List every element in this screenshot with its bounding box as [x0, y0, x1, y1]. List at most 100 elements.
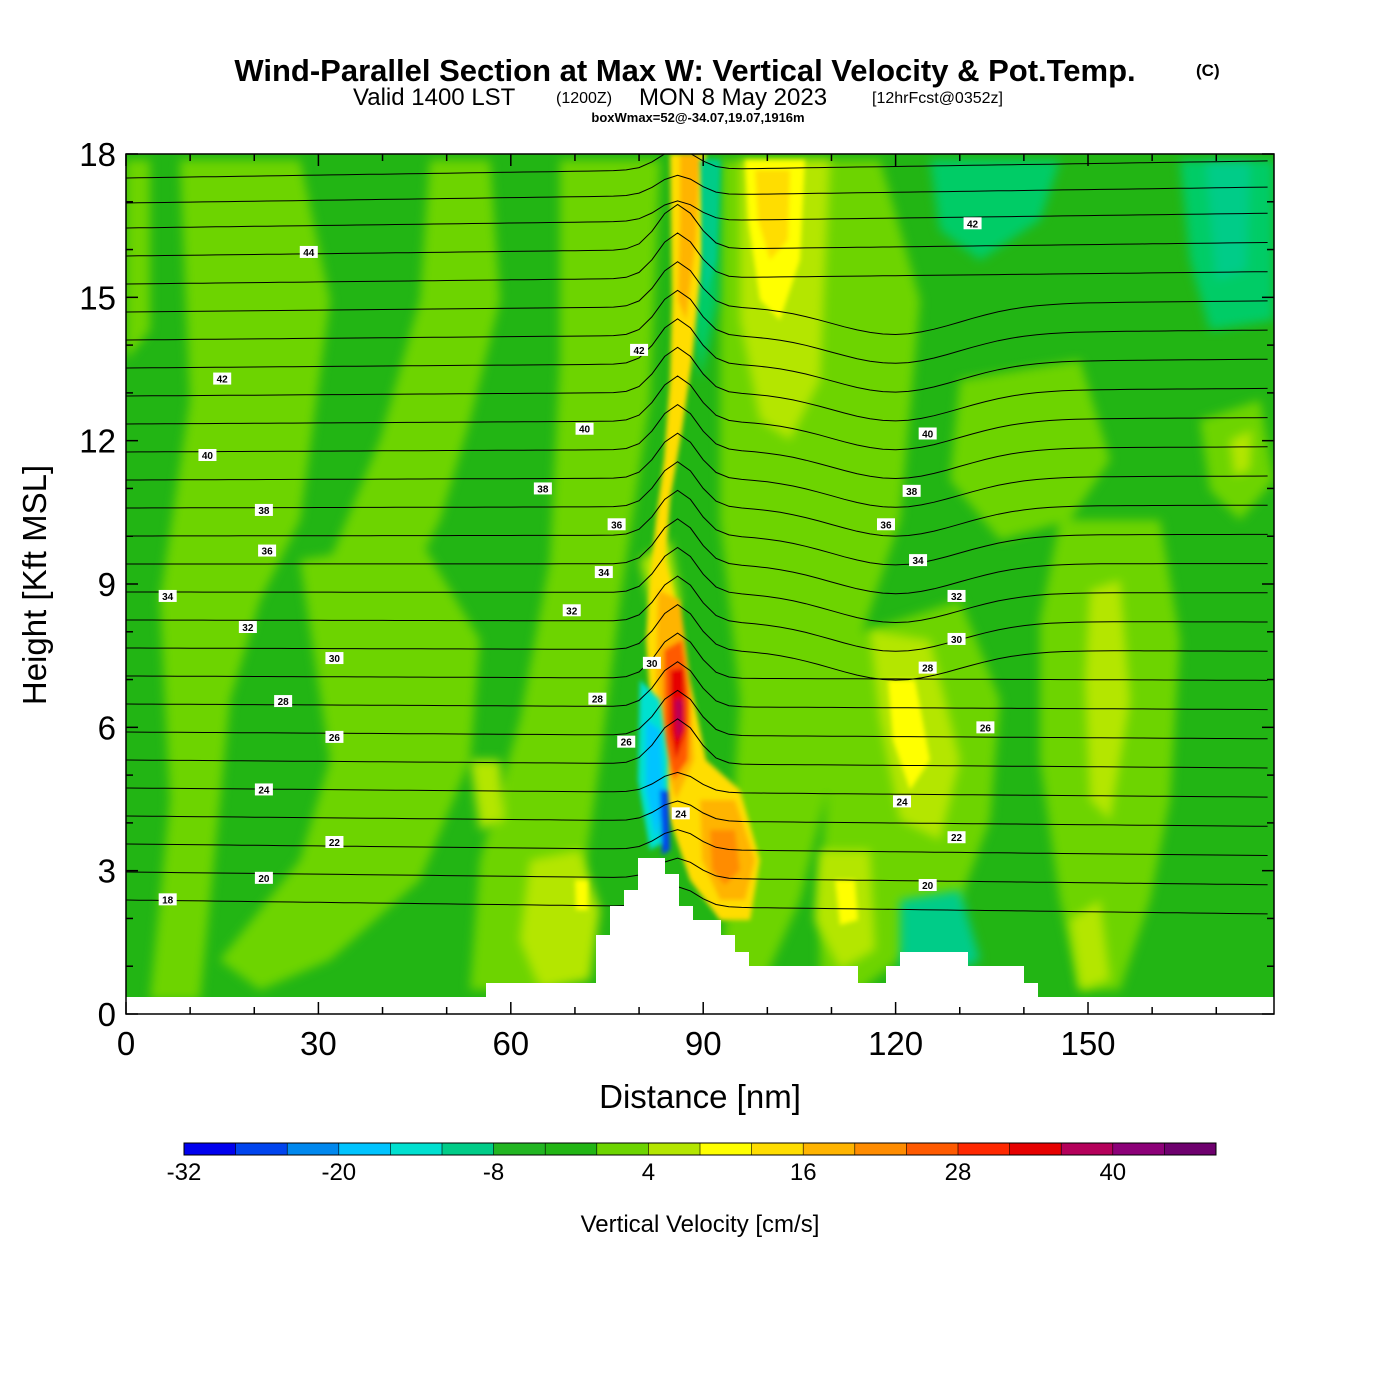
isentrope-line — [126, 200, 1268, 229]
contour-label: 28 — [278, 697, 290, 708]
colorbar-label: Vertical Velocity [cm/s] — [581, 1211, 820, 1238]
colorbar-swatch — [906, 1143, 959, 1155]
contour-label: 22 — [951, 833, 963, 844]
y-tick-label: 18 — [79, 136, 116, 173]
isentrope-line — [126, 661, 1268, 711]
contour-label: 32 — [951, 592, 963, 603]
isentrope-line — [126, 689, 1268, 740]
contour-label-bg — [947, 632, 966, 645]
contour-label-bg — [213, 372, 232, 385]
contour-label: 38 — [258, 506, 270, 517]
contour-label-bg — [325, 652, 344, 665]
contour-label-bg — [299, 245, 318, 258]
updraft-region-yellowgreen — [470, 760, 505, 830]
contour-label: 28 — [922, 664, 934, 675]
y-axis-label: Height [Kft MSL] — [16, 465, 53, 705]
contour-label-bg — [325, 730, 344, 743]
y-tick-label: 6 — [98, 709, 116, 746]
contour-label-bg — [671, 807, 690, 820]
contour-label-bg — [902, 484, 921, 497]
contour-label-bg — [617, 735, 636, 748]
colorbar-swatch — [338, 1143, 391, 1155]
updraft-region-light — [950, 360, 1110, 540]
main-updraft-plume-core — [678, 154, 700, 320]
updraft-region-yellowgreen — [1070, 900, 1110, 990]
contour-label: 24 — [258, 785, 270, 796]
x-tick-label: 60 — [492, 1025, 529, 1062]
x-tick-label: 30 — [300, 1025, 337, 1062]
isentrope-line — [126, 857, 1268, 886]
colorbar-tick-label: 40 — [1099, 1159, 1126, 1186]
x-tick-label: 120 — [868, 1025, 923, 1062]
box-info: boxWmax=52@-34.07,19.07,1916m — [591, 110, 804, 125]
isentrope-line — [126, 603, 1268, 681]
isentrope-line — [126, 261, 1268, 336]
x-tick-label: 90 — [685, 1025, 722, 1062]
contour-label: 34 — [912, 556, 924, 567]
colorbar-swatch — [596, 1143, 649, 1155]
contour-label: 28 — [592, 695, 604, 706]
contour-label-bg — [562, 604, 581, 617]
updraft-region-light — [126, 160, 150, 360]
contour-label-bg — [274, 695, 293, 708]
contour-label-bg — [238, 621, 257, 633]
isentrope-line — [126, 632, 1268, 681]
isentrope-line — [126, 718, 1268, 769]
contour-label: 40 — [579, 425, 591, 436]
contour-label: 42 — [634, 346, 646, 357]
isentrope-line — [126, 800, 1268, 827]
contour-label-bg — [258, 544, 277, 557]
isentrope-line — [126, 518, 1268, 595]
contour-label-bg — [158, 893, 177, 906]
colorbar-tick-label: 28 — [945, 1159, 972, 1186]
contour-label-bg — [254, 503, 273, 516]
colorbar-swatch — [1112, 1143, 1165, 1155]
utc-time: (1200Z) — [556, 90, 612, 107]
y-tick-label: 12 — [79, 423, 116, 460]
x-tick-label: 150 — [1060, 1025, 1115, 1062]
contour-label: 40 — [922, 430, 934, 441]
y-tick-label: 9 — [98, 566, 116, 603]
contour-label-bg — [909, 554, 928, 567]
contour-label-bg — [607, 518, 626, 531]
terrain — [126, 858, 1274, 1014]
isentrope-line — [126, 318, 1268, 393]
y-tick-label: 0 — [98, 996, 116, 1033]
colorbar-tick-label: 4 — [642, 1159, 655, 1186]
colorbar-tick-label: 16 — [790, 1159, 817, 1186]
contour-label-bg — [963, 217, 982, 230]
updraft-region-yellowgreen — [1230, 430, 1252, 476]
contour-label: 26 — [980, 723, 992, 734]
colorbar-swatch — [493, 1143, 546, 1155]
colorbar-swatch — [958, 1143, 1011, 1155]
contour-label: 30 — [646, 659, 658, 670]
isentrope-line — [126, 771, 1268, 798]
colorbar-swatch — [390, 1143, 443, 1155]
colorbar-tick-label: -20 — [321, 1159, 356, 1186]
contour-label: 24 — [896, 797, 908, 808]
isentrope-line — [126, 289, 1268, 364]
isentrope-line — [126, 346, 1268, 422]
contour-label-bg — [630, 343, 649, 356]
contour-label-bg — [198, 449, 217, 461]
contour-label-bg — [325, 836, 344, 848]
colorbar-swatch — [648, 1143, 701, 1155]
contour-label: 32 — [566, 606, 578, 617]
contour-label-bg — [594, 566, 613, 579]
isentrope-line — [126, 432, 1268, 508]
colorbar-swatch — [545, 1143, 598, 1155]
contour-label: 30 — [329, 654, 341, 665]
contour-label: 38 — [537, 484, 549, 495]
contour-labels: 44 42 42 42 40 40 40 38 38 38 36 36 36 34 34 34 32 32 32 30… — [158, 217, 995, 906]
copyright-mark: (C) — [1196, 61, 1220, 80]
downdraft-region — [930, 160, 1060, 260]
low-level-updraft-core — [710, 830, 740, 885]
chart-title: Wind-Parallel Section at Max W: Vertical… — [234, 53, 1135, 88]
isentrope-line — [126, 829, 1268, 856]
contour-label: 30 — [951, 635, 963, 646]
forecast-info: [12hrFcst@0352z] — [872, 90, 1003, 107]
contour-label: 22 — [329, 838, 341, 849]
updraft-region-yellowgreen — [1085, 580, 1130, 820]
contour-label-bg — [947, 589, 966, 602]
